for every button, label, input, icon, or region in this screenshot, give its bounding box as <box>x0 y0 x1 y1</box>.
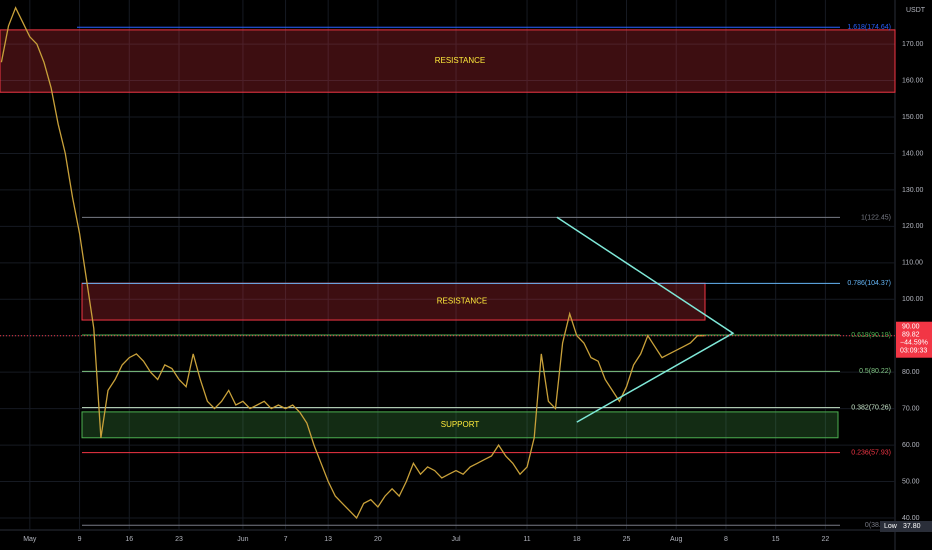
fib-label: 0.786(104.37) <box>847 280 891 287</box>
y-tick-label: 120.00 <box>902 223 924 230</box>
x-tick-label: Jun <box>237 536 248 543</box>
x-tick-label: 15 <box>772 536 780 543</box>
zone-label: RESISTANCE <box>437 297 488 306</box>
x-tick-label: 7 <box>284 536 288 543</box>
low-tag-label: Low <box>884 523 898 530</box>
currency: USDT <box>906 7 926 14</box>
x-tick-label: 9 <box>78 536 82 543</box>
zone <box>0 29 896 93</box>
price-tag-change: −44.59% <box>900 340 928 347</box>
x-tick-label: 8 <box>724 536 728 543</box>
x-tick-label: 20 <box>374 536 382 543</box>
price-tag-close: 89.82 <box>902 332 920 339</box>
fib-label: 0(38.00) <box>865 522 891 529</box>
zone <box>81 282 706 321</box>
price-tag <box>896 321 932 358</box>
x-tick-label: 18 <box>573 536 581 543</box>
fib-label: 0.618(90.19) <box>851 332 891 339</box>
y-tick-label: 130.00 <box>902 187 924 194</box>
x-tick-label: May <box>23 536 37 543</box>
price-tag-timer: 03:09:33 <box>900 348 927 355</box>
x-tick-label: 23 <box>175 536 183 543</box>
fib-label: 1.618(174.64) <box>847 24 891 31</box>
y-tick-label: 110.00 <box>902 260 923 267</box>
fib-label: 0.236(57.93) <box>851 449 891 456</box>
zone-label: RESISTANCE <box>435 56 486 65</box>
price-tag-price: 90.00 <box>902 324 920 331</box>
y-tick-label: 40.00 <box>902 515 920 522</box>
x-tick-label: 25 <box>623 536 631 543</box>
y-tick-label: 160.00 <box>902 77 924 84</box>
zone-label: SUPPORT <box>441 420 480 429</box>
x-tick-label: 22 <box>821 536 829 543</box>
y-tick-label: 140.00 <box>902 150 924 157</box>
price-line <box>0 6 705 520</box>
x-tick-label: Aug <box>670 536 683 543</box>
y-tick-label: 150.00 <box>902 114 924 121</box>
y-tick-label: 80.00 <box>902 369 920 376</box>
y-tick-label: 50.00 <box>902 478 920 485</box>
zone <box>81 411 839 439</box>
fib-label: 1(122.45) <box>861 214 891 221</box>
triangle-pattern <box>556 216 735 423</box>
x-tick-label: 11 <box>523 536 530 543</box>
fib-label: 0.382(70.26) <box>851 405 891 412</box>
low-tag-value: 37.80 <box>903 523 921 530</box>
y-tick-label: 70.00 <box>902 405 920 412</box>
fib-label: 0.5(80.22) <box>859 368 891 375</box>
low-tag <box>880 520 932 532</box>
x-tick-label: 16 <box>125 536 133 543</box>
x-tick-label: 13 <box>324 536 332 543</box>
y-tick-label: 100.00 <box>902 296 924 303</box>
x-tick-label: Jul <box>452 536 461 543</box>
y-tick-label: 170.00 <box>902 41 924 48</box>
y-tick-label: 60.00 <box>902 442 920 449</box>
